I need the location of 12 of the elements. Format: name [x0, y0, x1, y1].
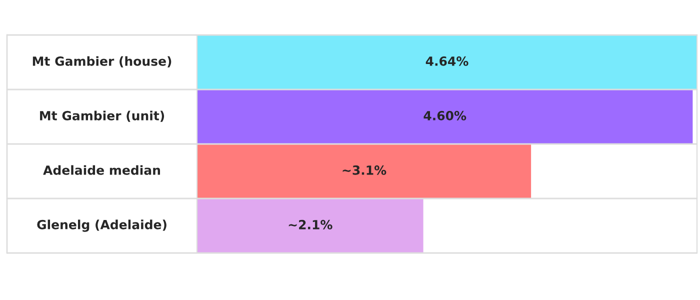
data-label: 4.64%	[426, 56, 468, 66]
bar	[197, 198, 424, 253]
data-label: ~2.1%	[288, 220, 332, 230]
bar	[197, 35, 697, 90]
y-tick-label: Adelaide median	[43, 165, 160, 175]
bar	[197, 90, 693, 144]
data-label: ~3.1%	[342, 165, 386, 175]
data-label: 4.60%	[424, 110, 466, 120]
y-tick-label: Glenelg (Adelaide)	[37, 220, 166, 232]
bar	[197, 144, 532, 198]
y-tick-label: Mt Gambier (house)	[32, 56, 172, 68]
y-tick-label: Mt Gambier (unit)	[40, 110, 164, 122]
